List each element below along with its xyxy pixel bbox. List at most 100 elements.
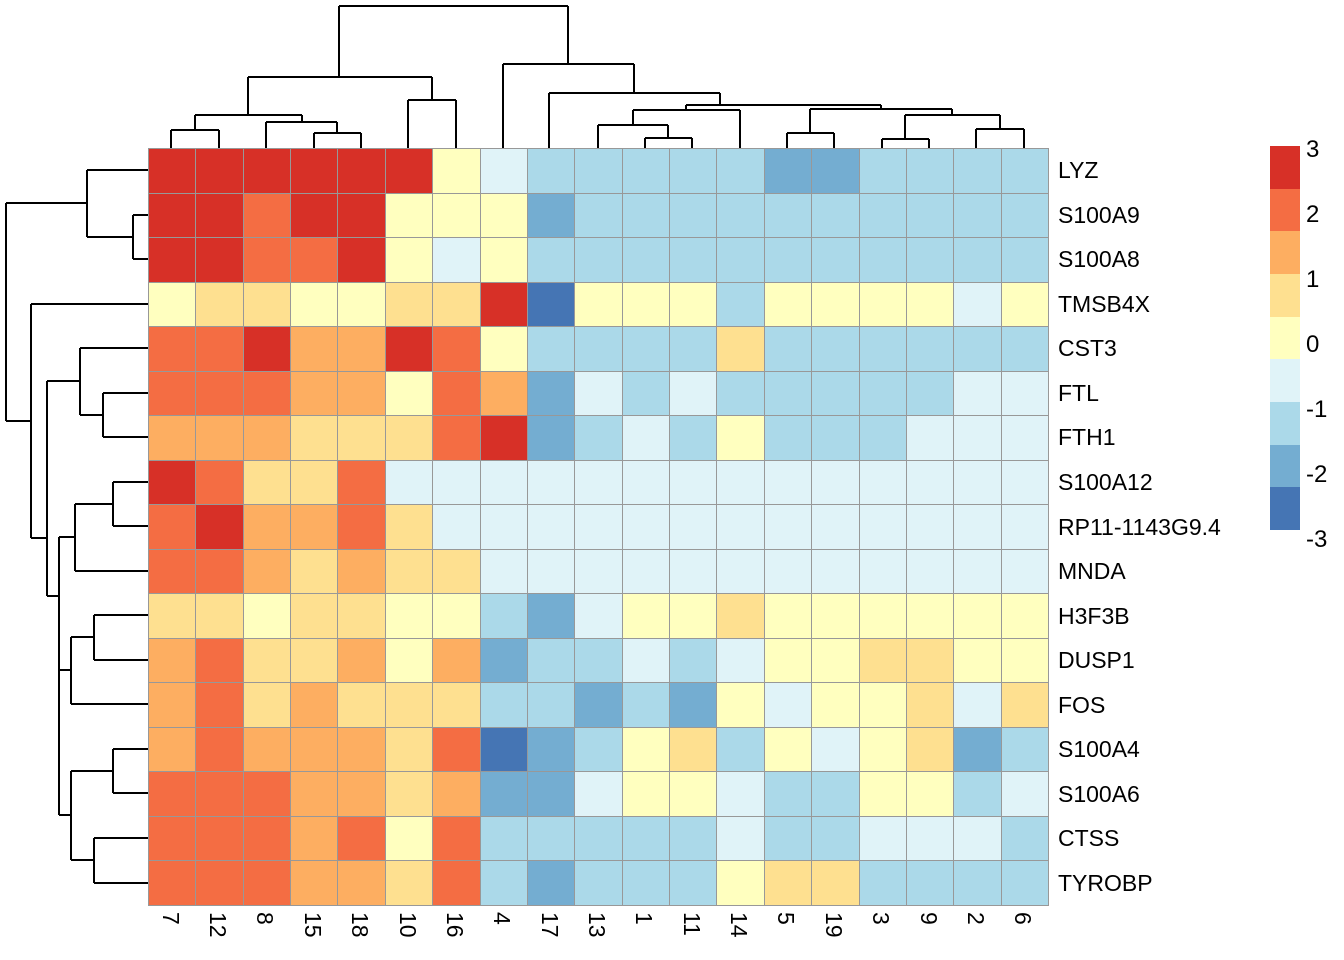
heatmap-cell bbox=[621, 504, 671, 550]
heatmap-cell bbox=[621, 281, 671, 328]
heatmap-cell bbox=[811, 682, 860, 728]
heatmap-cell bbox=[763, 815, 813, 862]
legend-color-block bbox=[1270, 487, 1300, 531]
heatmap-cell bbox=[479, 682, 528, 728]
heatmap-cell bbox=[953, 281, 1002, 328]
heatmap-cell bbox=[384, 326, 434, 372]
heatmap-cell bbox=[479, 459, 528, 506]
heatmap-cell bbox=[858, 148, 907, 194]
heatmap-cell bbox=[953, 459, 1002, 506]
heatmap-cell bbox=[290, 370, 339, 417]
heatmap-cell bbox=[432, 326, 481, 372]
heatmap-cell bbox=[195, 548, 244, 595]
heatmap-cell bbox=[763, 459, 813, 506]
heatmap-cell bbox=[526, 148, 576, 194]
heatmap-cell bbox=[148, 637, 197, 684]
heatmap-cell bbox=[432, 726, 481, 773]
row-label-ctss: CTSS bbox=[1058, 825, 1120, 852]
heatmap-cell bbox=[337, 548, 386, 595]
heatmap-cell bbox=[148, 504, 197, 550]
heatmap-cell bbox=[669, 370, 718, 417]
row-label-s100a12: S100A12 bbox=[1058, 468, 1153, 495]
heatmap-cell bbox=[479, 771, 528, 817]
heatmap-cell bbox=[811, 148, 860, 194]
heatmap-cell bbox=[953, 726, 1002, 773]
heatmap-cell bbox=[195, 815, 244, 862]
heatmap-cell bbox=[574, 860, 623, 906]
legend-color-block bbox=[1270, 359, 1300, 403]
heatmap-cell bbox=[716, 459, 765, 506]
heatmap-cell bbox=[953, 548, 1002, 595]
heatmap-cell bbox=[811, 771, 860, 817]
heatmap-cell bbox=[242, 593, 292, 639]
heatmap-cell bbox=[763, 548, 813, 595]
heatmap-cell bbox=[290, 459, 339, 506]
heatmap-cell bbox=[195, 192, 244, 239]
heatmap-cell bbox=[953, 593, 1002, 639]
heatmap-cell bbox=[763, 148, 813, 194]
column-label-7: 7 bbox=[157, 912, 184, 925]
heatmap-cell bbox=[669, 682, 718, 728]
heatmap-cell bbox=[290, 860, 339, 906]
heatmap-cell bbox=[669, 326, 718, 372]
heatmap-cell bbox=[195, 504, 244, 550]
heatmap-cell bbox=[905, 192, 955, 239]
heatmap-cell bbox=[621, 237, 671, 283]
heatmap-cell bbox=[242, 148, 292, 194]
heatmap-cell bbox=[337, 860, 386, 906]
column-label-4: 4 bbox=[489, 912, 516, 925]
heatmap-cell bbox=[953, 415, 1002, 461]
heatmap-cell bbox=[1000, 281, 1049, 328]
heatmap-cell bbox=[905, 281, 955, 328]
heatmap-cell bbox=[337, 504, 386, 550]
heatmap-cell bbox=[716, 370, 765, 417]
heatmap-cell bbox=[242, 815, 292, 862]
heatmap-cell bbox=[148, 192, 197, 239]
heatmap-cell bbox=[384, 504, 434, 550]
heatmap-cell bbox=[905, 726, 955, 773]
heatmap-cell bbox=[384, 370, 434, 417]
row-label-h3f3b: H3F3B bbox=[1058, 602, 1130, 629]
heatmap-cell bbox=[337, 459, 386, 506]
heatmap-cell bbox=[337, 637, 386, 684]
heatmap-cell bbox=[621, 326, 671, 372]
heatmap-cell bbox=[432, 860, 481, 906]
heatmap-cell bbox=[621, 726, 671, 773]
heatmap-cell bbox=[763, 281, 813, 328]
heatmap-cell bbox=[526, 771, 576, 817]
heatmap-cell bbox=[716, 148, 765, 194]
heatmap-cell bbox=[1000, 504, 1049, 550]
heatmap-cell bbox=[905, 415, 955, 461]
heatmap-cell bbox=[242, 682, 292, 728]
heatmap-cell bbox=[716, 237, 765, 283]
heatmap-cell bbox=[337, 237, 386, 283]
heatmap-cell bbox=[384, 815, 434, 862]
heatmap-cell bbox=[148, 860, 197, 906]
heatmap-cell bbox=[432, 192, 481, 239]
column-label-14: 14 bbox=[726, 912, 753, 938]
heatmap-cell bbox=[574, 682, 623, 728]
heatmap-cell bbox=[148, 459, 197, 506]
heatmap-cell bbox=[1000, 637, 1049, 684]
heatmap-cell bbox=[479, 593, 528, 639]
heatmap-cell bbox=[1000, 370, 1049, 417]
heatmap-cell bbox=[1000, 860, 1049, 906]
heatmap-cell bbox=[953, 370, 1002, 417]
heatmap-cell bbox=[195, 637, 244, 684]
column-label-11: 11 bbox=[678, 912, 705, 936]
heatmap-cell bbox=[905, 459, 955, 506]
heatmap-cell bbox=[763, 504, 813, 550]
heatmap-cell bbox=[763, 593, 813, 639]
heatmap-cell bbox=[905, 548, 955, 595]
heatmap-cell bbox=[479, 860, 528, 906]
heatmap-cell bbox=[763, 237, 813, 283]
heatmap-cell bbox=[432, 459, 481, 506]
heatmap-cell bbox=[384, 771, 434, 817]
heatmap-cell bbox=[242, 726, 292, 773]
heatmap-cell bbox=[621, 771, 671, 817]
heatmap-cell bbox=[148, 281, 197, 328]
legend-color-block bbox=[1270, 402, 1300, 446]
heatmap-cell bbox=[242, 326, 292, 372]
column-label-9: 9 bbox=[915, 912, 942, 925]
heatmap-cell bbox=[763, 415, 813, 461]
